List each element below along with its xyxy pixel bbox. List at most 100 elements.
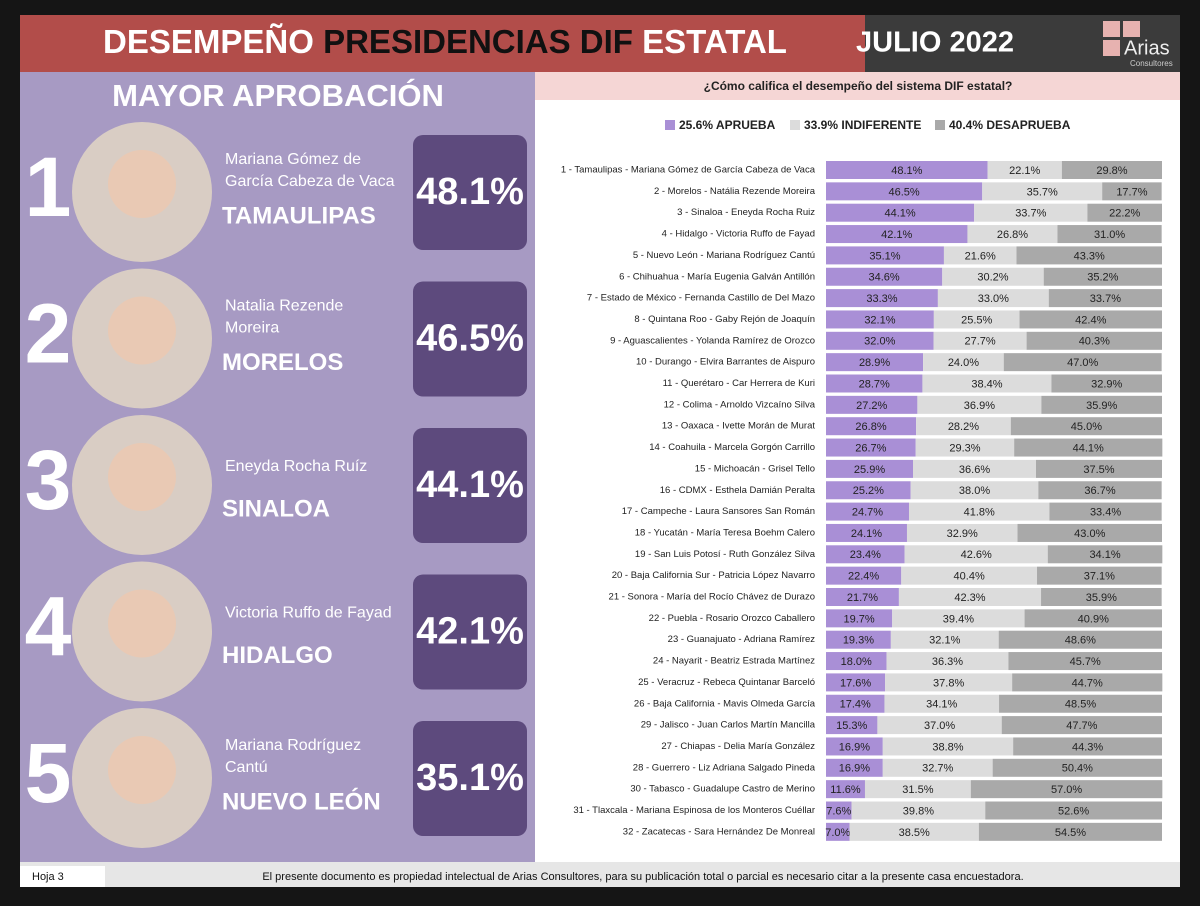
value-label: 25.9% <box>854 464 885 476</box>
bar-segment <box>826 267 943 286</box>
bar-segment <box>826 438 916 457</box>
bar-segment <box>1041 588 1162 606</box>
category-label: 9 - Aguascalientes - Yolanda Ramírez de … <box>610 335 815 346</box>
category-label: 4 - Hidalgo - Victoria Ruffo de Fayad <box>662 229 815 240</box>
category-label: 15 - Michoacán - Grisel Tello <box>695 463 815 474</box>
value-box <box>413 281 527 397</box>
value-label: 45.7% <box>1070 656 1101 668</box>
category-label: 24 - Nayarit - Beatriz Estrada Martínez <box>653 656 815 667</box>
value-label: 33.4% <box>1090 507 1121 519</box>
category-label: 5 - Nuevo León - Mariana Rodríguez Cantú <box>633 250 815 261</box>
rank-number: 4 <box>25 580 72 674</box>
value-label: 32.0% <box>864 336 895 348</box>
category-label: 16 - CDMX - Esthela Damián Peralta <box>660 485 816 496</box>
rank-number: 3 <box>25 433 72 527</box>
category-label: 32 - Zacatecas - Sara Hernández De Monre… <box>623 826 815 837</box>
value-label: 21.6% <box>965 250 996 262</box>
value-label: 40.4% <box>954 571 985 583</box>
page-box <box>20 866 105 887</box>
bar-segment <box>826 161 988 179</box>
bar-segment <box>1012 673 1163 692</box>
value-label: 26.7% <box>855 442 886 454</box>
title-part: PRESIDENCIAS DIF <box>323 23 633 60</box>
bar-segment <box>826 694 885 713</box>
bar-segment <box>1037 566 1162 585</box>
person-name: Natalia Rezende <box>225 298 343 315</box>
value-label: 32.7% <box>922 763 953 775</box>
value-label: 52.6% <box>1058 805 1089 817</box>
category-label: 12 - Colima - Arnoldo Vizcaíno Silva <box>664 399 816 410</box>
bar-segment <box>998 630 1162 649</box>
legend-label: 33.9% INDIFERENTE <box>804 118 921 132</box>
bar-segment <box>864 780 971 799</box>
state-name: MORELOS <box>222 349 343 376</box>
bar-segment <box>1047 545 1163 564</box>
bar-segment <box>1008 652 1162 671</box>
bar-segment <box>943 246 1017 265</box>
bar-segment <box>826 801 852 820</box>
approval-value: 35.1% <box>416 757 524 799</box>
value-label: 50.4% <box>1062 763 1093 775</box>
bar-segment <box>1087 203 1162 222</box>
bar-segment <box>999 694 1162 713</box>
state-name: TAMAULIPAS <box>222 202 376 229</box>
bar-segment <box>904 545 1048 564</box>
value-label: 39.4% <box>943 613 974 625</box>
rank-number: 1 <box>25 140 72 234</box>
category-label: 23 - Guanajuato - Adriana Ramírez <box>668 634 816 645</box>
value-label: 42.3% <box>954 592 985 604</box>
bar-segment <box>886 652 1009 671</box>
bar-segment <box>1102 182 1162 201</box>
value-label: 11.6% <box>830 784 861 796</box>
value-label: 37.5% <box>1083 464 1114 476</box>
value-label: 57.0% <box>1051 784 1082 796</box>
value-label: 24.1% <box>851 528 882 540</box>
title-part: ESTATAL <box>642 23 787 60</box>
value-label: 48.6% <box>1065 635 1096 647</box>
person-name: Eneyda Rocha Ruíz <box>225 458 367 475</box>
person-name: Mariana Gómez de <box>225 151 361 168</box>
portrait-face <box>108 443 176 511</box>
bar-segment <box>892 609 1025 628</box>
bar-segment <box>987 161 1062 179</box>
bar-segment <box>826 310 934 329</box>
person-name: Victoria Ruffo de Fayad <box>225 605 392 622</box>
legend-label: 40.4% DESAPRUEBA <box>949 118 1071 132</box>
rank-number: 5 <box>25 726 72 820</box>
value-label: 15.3% <box>836 720 867 732</box>
value-label: 22.1% <box>1009 165 1040 177</box>
bar-segment <box>974 203 1088 222</box>
approval-value: 46.5% <box>416 318 524 360</box>
value-label: 34.6% <box>869 272 900 284</box>
value-label: 48.5% <box>1065 699 1096 711</box>
approval-value: 44.1% <box>416 464 524 506</box>
value-label: 7.0% <box>825 827 850 839</box>
value-label: 7.6% <box>826 805 851 817</box>
value-box <box>413 135 527 250</box>
category-label: 14 - Coahuila - Marcela Gorgón Carrillo <box>649 442 815 453</box>
value-label: 35.1% <box>869 250 900 262</box>
logo-text: Arias <box>1124 37 1170 59</box>
value-box <box>413 574 527 690</box>
bar-segment <box>826 822 850 841</box>
value-label: 42.1% <box>881 229 912 241</box>
value-label: 26.8% <box>855 421 886 433</box>
person-name: García Cabeza de Vaca <box>225 173 395 190</box>
value-label: 27.2% <box>856 400 887 412</box>
bar-segment <box>826 246 944 265</box>
value-label: 17.7% <box>1116 186 1147 198</box>
bar-segment <box>1017 523 1162 542</box>
bar-segment <box>1051 374 1162 393</box>
value-label: 31.5% <box>902 784 933 796</box>
value-label: 45.0% <box>1071 421 1102 433</box>
value-label: 25.5% <box>961 314 992 326</box>
portrait-face <box>108 736 176 804</box>
value-label: 36.9% <box>964 400 995 412</box>
bar-segment <box>826 737 883 756</box>
bar-segment <box>1026 331 1162 350</box>
category-label: 10 - Durango - Elvira Barrantes de Aispu… <box>636 357 815 368</box>
value-label: 24.7% <box>852 507 883 519</box>
category-label: 18 - Yucatán - María Teresa Boehm Calero <box>635 527 815 538</box>
value-label: 40.3% <box>1079 336 1110 348</box>
